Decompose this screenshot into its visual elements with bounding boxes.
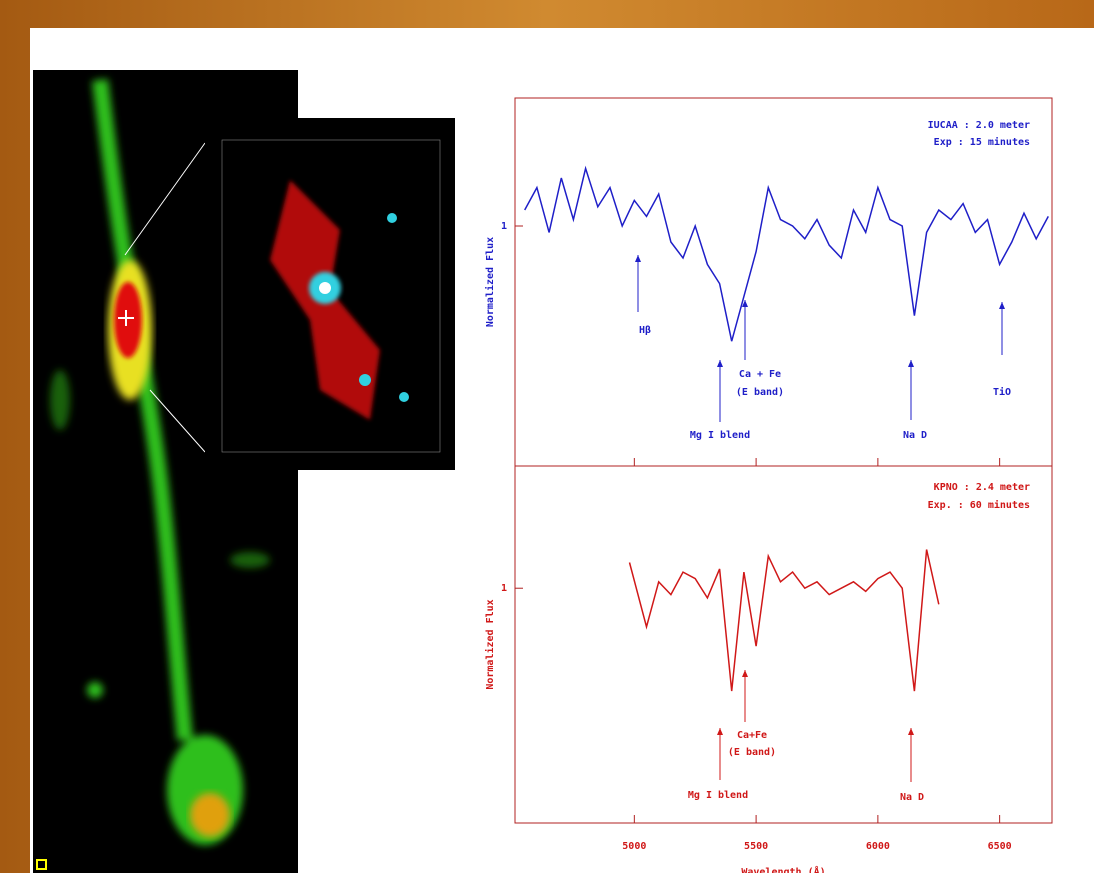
annotation: TiO xyxy=(993,386,1011,398)
y-tick-label: 1 xyxy=(501,221,507,232)
annotation: IUCAA : 2.0 meter xyxy=(928,120,1030,131)
annotation: Hβ xyxy=(639,325,651,336)
annotation: Ca + Fe xyxy=(739,369,781,380)
x-tick-label: 6500 xyxy=(988,841,1012,852)
inset-image xyxy=(205,118,455,470)
annotation: Na D xyxy=(900,792,924,803)
annotation: Exp. : 60 minutes xyxy=(928,499,1030,511)
annotation: (E band) xyxy=(728,747,776,758)
x-tick-label: 5000 xyxy=(622,841,646,852)
slide: 1 Normalized Flux IUCAA : 2.0 meter Exp : 1… xyxy=(0,0,1094,873)
annotation: KPNO : 2.4 meter xyxy=(934,482,1030,493)
y-tick-label: 1 xyxy=(501,583,507,594)
x-axis-label: Wavelength (Å) xyxy=(741,865,825,873)
y-axis-label: Normalized Flux xyxy=(484,599,496,689)
annotation: Na D xyxy=(903,430,927,441)
x-tick-label: 5500 xyxy=(744,841,768,852)
annotation: Ca+Fe xyxy=(737,730,767,741)
annotation: (E band) xyxy=(736,387,784,398)
x-tick-label: 6000 xyxy=(866,841,890,852)
annotation: Mg I blend xyxy=(688,790,748,801)
y-axis-label: Normalized Flux xyxy=(484,237,496,327)
annotation: Exp : 15 minutes xyxy=(934,136,1030,148)
annotation: Mg I blend xyxy=(690,430,750,441)
